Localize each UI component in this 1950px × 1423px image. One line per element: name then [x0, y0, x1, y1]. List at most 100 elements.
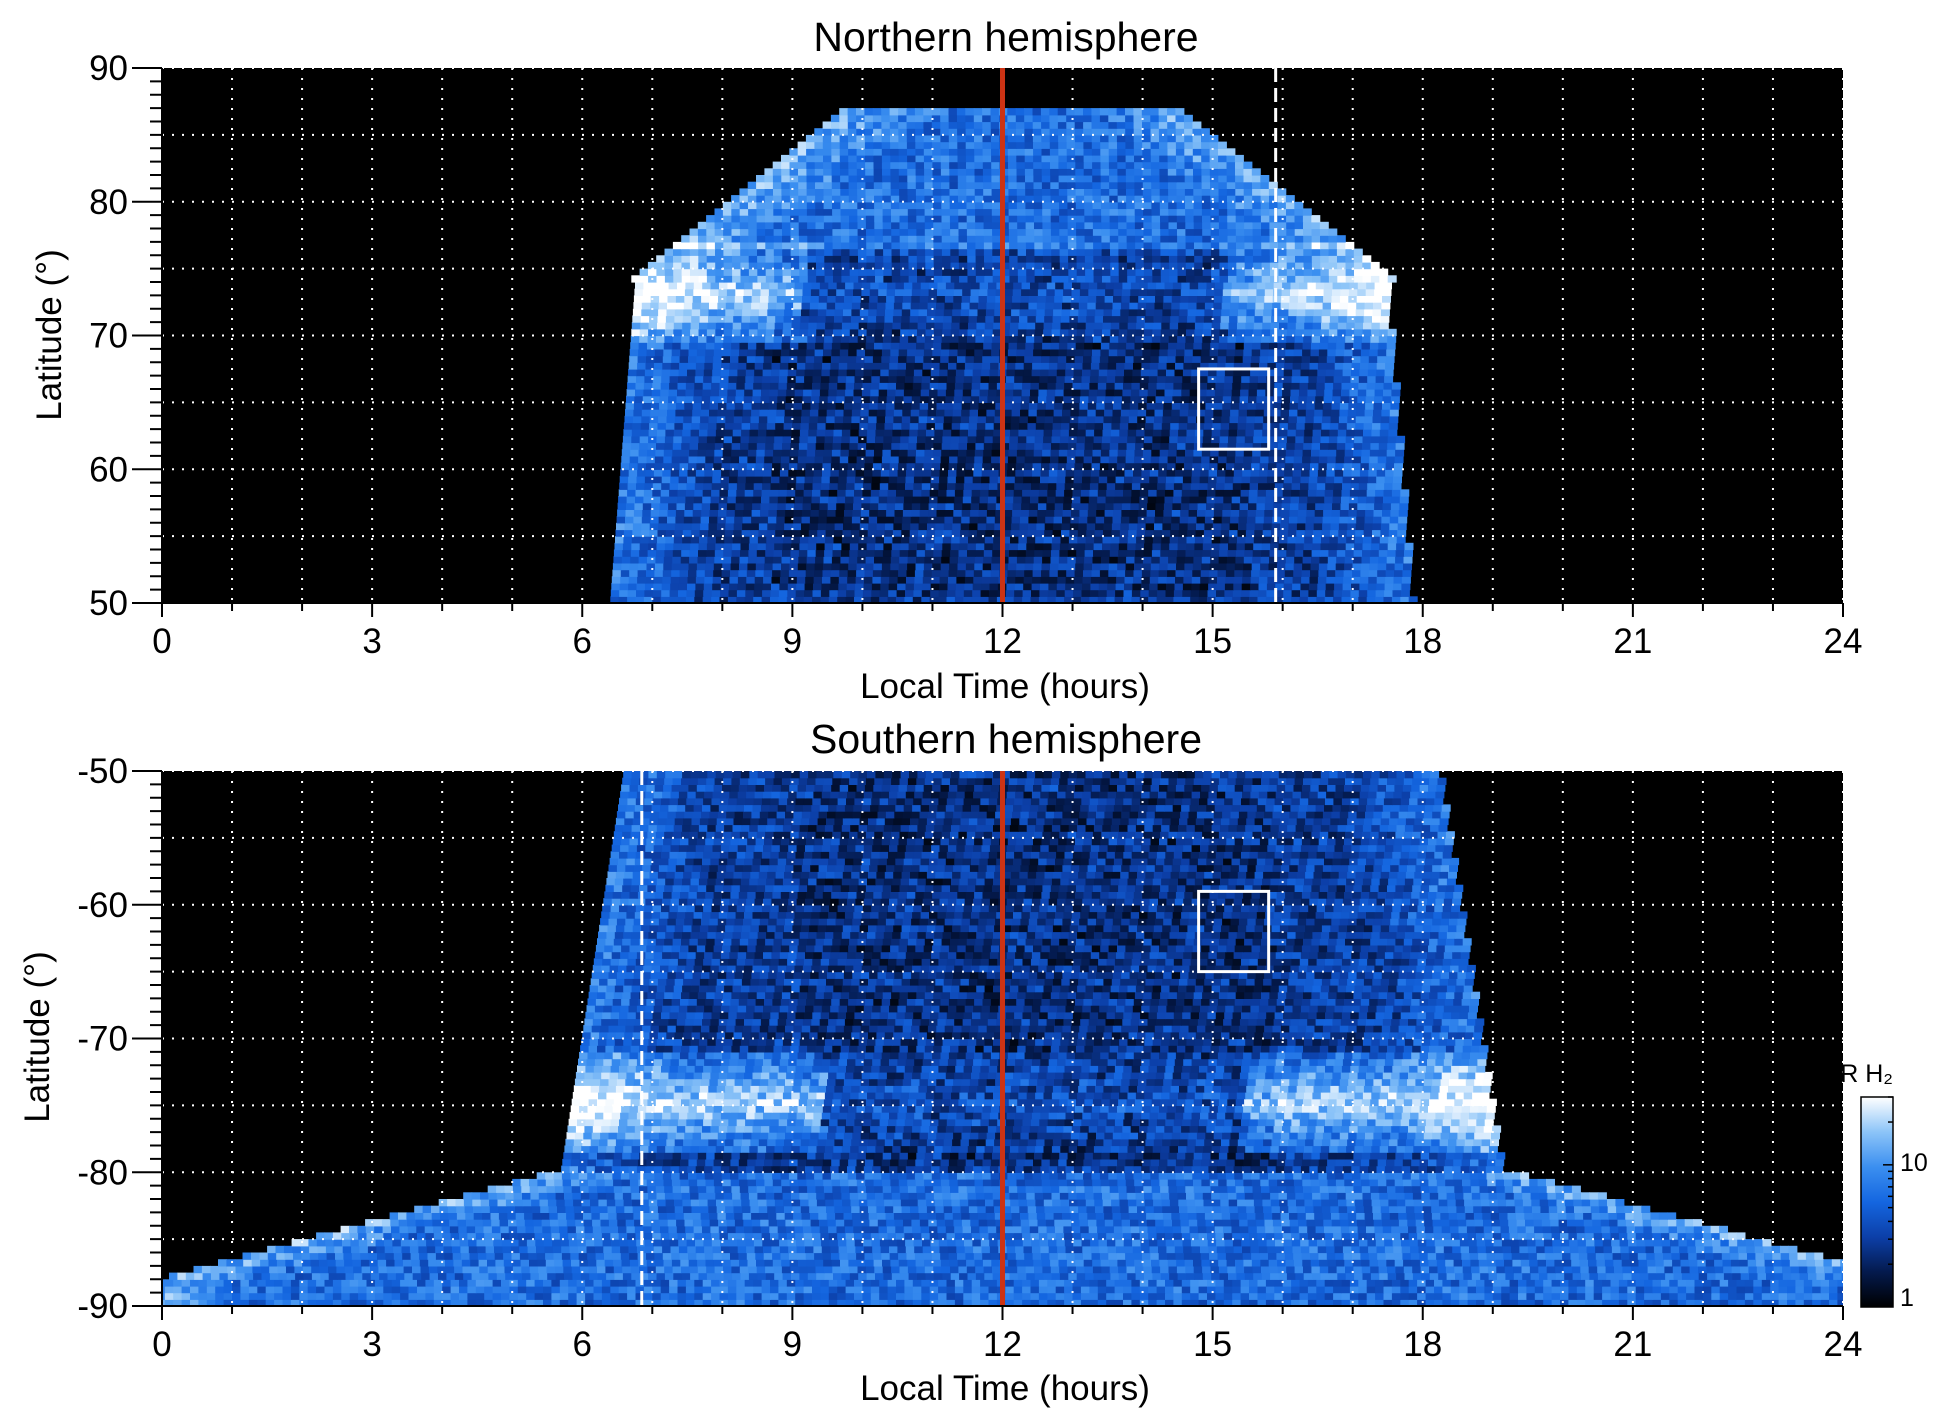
emission-cell — [865, 455, 874, 464]
emission-cell — [859, 308, 869, 317]
emission-cell — [1256, 288, 1266, 296]
emission-cell — [741, 429, 751, 437]
emission-cell — [662, 355, 672, 363]
emission-cell — [1328, 542, 1338, 551]
emission-cell — [718, 402, 727, 410]
emission-cell — [900, 261, 910, 270]
emission-cell — [1318, 462, 1328, 470]
emission-cell — [1193, 556, 1203, 564]
emission-cell — [791, 536, 801, 544]
emission-cell — [724, 315, 734, 323]
emission-cell — [722, 556, 732, 564]
emission-cell — [1177, 275, 1187, 283]
emission-cell — [1066, 569, 1076, 577]
emission-cell — [926, 422, 936, 430]
emission-cell — [788, 355, 798, 363]
emission-cell — [758, 529, 768, 537]
emission-cell — [791, 542, 800, 551]
emission-cell — [777, 282, 787, 290]
emission-cell — [880, 582, 890, 591]
emission-cell — [1021, 395, 1031, 403]
emission-cell — [698, 261, 708, 270]
emission-cell — [1302, 449, 1312, 457]
emission-cell — [767, 522, 777, 531]
emission-cell — [1276, 462, 1286, 470]
emission-cell — [1290, 282, 1300, 290]
emission-cell — [1123, 489, 1132, 497]
emission-cell — [868, 415, 878, 424]
emission-cell — [1067, 442, 1077, 450]
emission-cell — [854, 489, 863, 497]
emission-cell — [897, 576, 907, 584]
emission-cell — [1185, 549, 1195, 557]
emission-cell — [684, 402, 694, 410]
emission-cell — [661, 582, 671, 591]
emission-cell — [727, 389, 737, 397]
emission-cell — [658, 308, 668, 317]
emission-cell — [1003, 409, 1013, 417]
emission-cell — [866, 442, 876, 450]
emission-cell — [701, 395, 711, 403]
emission-cell — [728, 589, 738, 597]
emission-cell — [1073, 582, 1083, 591]
emission-cell — [672, 449, 682, 457]
emission-cell — [1295, 322, 1305, 330]
emission-cell — [829, 582, 839, 591]
emission-cell — [958, 255, 968, 263]
emission-cell — [795, 596, 805, 603]
emission-cell — [1161, 429, 1171, 437]
emission-cell — [1001, 536, 1011, 544]
emission-cell — [1082, 475, 1091, 484]
emission-cell — [1233, 469, 1243, 477]
emission-cell — [778, 482, 788, 490]
emission-cell — [1239, 509, 1249, 517]
emission-cell — [650, 409, 660, 417]
emission-cell — [864, 355, 874, 363]
emission-cell — [859, 422, 869, 430]
emission-cell — [1077, 429, 1087, 437]
emission-cell — [1055, 596, 1065, 603]
emission-cell — [646, 462, 655, 470]
emission-cell — [785, 295, 795, 303]
emission-cell — [1303, 268, 1313, 276]
emission-cell — [1275, 582, 1285, 591]
northern-panel: Northern hemisphere 0 3 6 9 12 15 18 21 24506070… — [30, 14, 1862, 706]
emission-cell — [1311, 255, 1321, 263]
emission-cell — [1085, 536, 1095, 544]
emission-cell — [1232, 589, 1242, 597]
emission-cell — [885, 308, 894, 317]
emission-cell — [899, 442, 909, 450]
emission-cell — [1351, 362, 1361, 370]
emission-cell — [753, 375, 763, 383]
emission-cell — [864, 569, 874, 577]
emission-cell — [1128, 529, 1138, 537]
emission-cell — [894, 295, 904, 303]
emission-cell — [1172, 502, 1182, 510]
emission-cell — [865, 342, 875, 350]
emission-cell — [1142, 449, 1152, 457]
emission-cell — [1298, 288, 1308, 296]
emission-cell — [1241, 375, 1251, 383]
emission-cell — [1349, 596, 1359, 603]
emission-cell — [1200, 469, 1210, 477]
emission-cell — [1379, 429, 1389, 437]
emission-cell — [1072, 389, 1081, 397]
emission-cell — [725, 415, 735, 424]
emission-cell — [757, 268, 767, 276]
emission-cell — [798, 442, 808, 450]
emission-cell — [1127, 429, 1137, 437]
emission-cell — [1066, 562, 1076, 571]
emission-cell — [898, 355, 908, 363]
emission-cell — [772, 462, 782, 470]
emission-cell — [1284, 569, 1294, 577]
emission-cell — [1262, 315, 1272, 323]
emission-cell — [713, 348, 723, 357]
emission-cell — [968, 429, 977, 437]
emission-cell — [787, 368, 797, 377]
emission-cell — [1401, 582, 1411, 591]
emission-cell — [845, 389, 855, 397]
emission-cell — [1022, 482, 1032, 490]
emission-cell — [1338, 522, 1348, 531]
emission-cell — [1088, 496, 1098, 504]
emission-cell — [901, 522, 911, 531]
